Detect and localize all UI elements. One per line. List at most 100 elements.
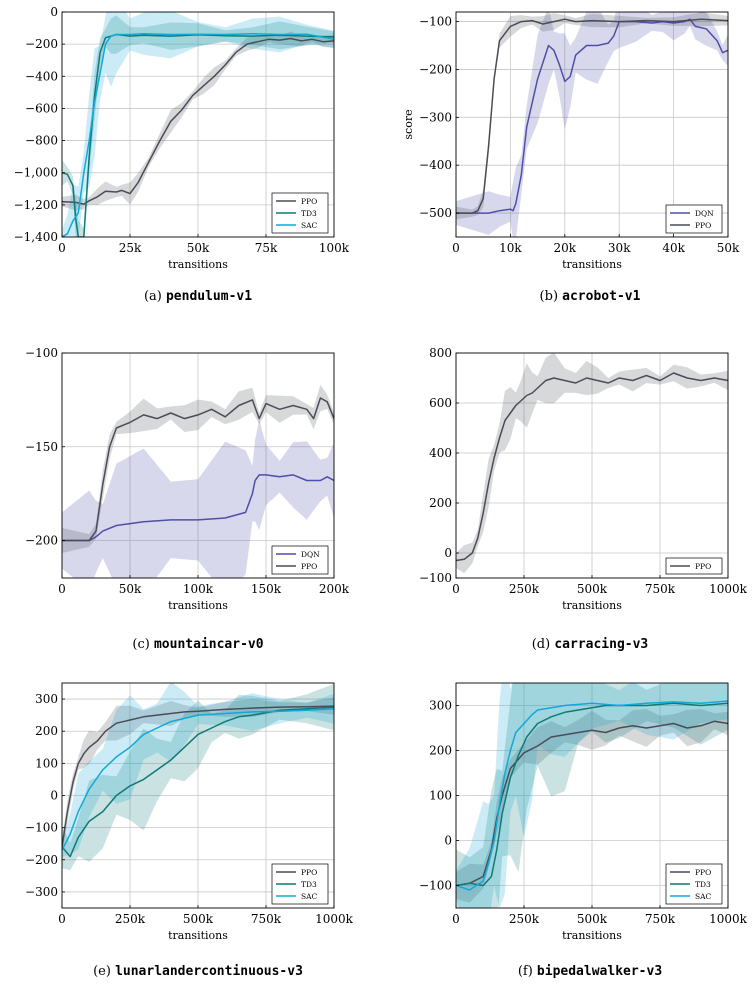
legend-label-ppo: PPO xyxy=(695,868,711,877)
x-tick-label: 250k xyxy=(115,912,146,926)
y-tick-label: −200 xyxy=(419,62,452,76)
chart-d: 0 250k 500k 750k 1000k8006004002000−100trans… xyxy=(419,346,748,652)
y-axis-label: score xyxy=(402,109,415,139)
y-tick-label: −100 xyxy=(419,15,452,29)
y-tick-label: 200 xyxy=(429,496,452,510)
y-tick-label: −200 xyxy=(25,853,58,867)
x-tick-label: 10k xyxy=(499,241,522,255)
caption-env-name: pendulum-v1 xyxy=(166,289,252,304)
legend-label-ppo: PPO xyxy=(695,562,711,571)
y-tick-label: −800 xyxy=(25,134,58,148)
series-line-dqn xyxy=(456,18,728,214)
y-tick-label: −100 xyxy=(419,879,452,893)
series-line-ppo xyxy=(62,397,334,542)
y-tick-label: −600 xyxy=(25,101,58,115)
legend-label-sac: SAC xyxy=(301,221,318,230)
legend: DQN PPO xyxy=(271,545,329,575)
y-tick-label: −300 xyxy=(25,885,58,899)
legend-label-ppo: PPO xyxy=(301,868,317,877)
x-tick-label: 0 xyxy=(452,912,460,926)
caption-c: (c) mountaincar-v0 xyxy=(132,637,263,652)
series-line-sac xyxy=(62,707,334,851)
legend-box xyxy=(665,204,723,234)
caption-label: (e) xyxy=(93,964,115,979)
chart-b: 0 10k 20k 30k 40k 50k −100 −200 −300 −400 −500 tran… xyxy=(402,11,740,304)
y-tick-label: 200 xyxy=(35,724,58,738)
y-tick-label: −400 xyxy=(25,69,58,83)
y-tick-label: 0 xyxy=(444,546,452,560)
caption-env-name: acrobot-v1 xyxy=(562,289,640,304)
series-line-td3 xyxy=(456,702,728,887)
x-tick-label: 750k xyxy=(251,912,282,926)
plot-area-e xyxy=(62,683,334,871)
legend-label-ppo: PPO xyxy=(695,221,711,230)
x-tick-label: 500k xyxy=(183,912,214,926)
x-axis-label: transitions xyxy=(562,258,622,271)
caption-env-name: bipedalwalker-v3 xyxy=(537,964,662,979)
y-tick-label: −100 xyxy=(419,571,452,585)
caption-env-name: lunarlandercontinuous-v3 xyxy=(115,964,303,979)
x-axis-label: transitions xyxy=(168,929,228,942)
y-tick-label: 300 xyxy=(35,692,58,706)
caption-env-name: carracing-v3 xyxy=(554,637,648,652)
legend-label-td3: TD3 xyxy=(695,880,711,889)
series-line-sac xyxy=(456,700,728,891)
y-tick-label: 800 xyxy=(429,346,452,360)
y-tick-label: −1,200 xyxy=(14,198,58,212)
y-tick-label: 0 xyxy=(50,789,58,803)
x-tick-label: 100k xyxy=(319,241,350,255)
x-tick-label: 30k xyxy=(608,241,631,255)
plot-frame xyxy=(455,11,729,238)
y-tick-label: 0 xyxy=(50,5,58,19)
x-tick-label: 1000k xyxy=(709,582,748,596)
y-tick-label: 400 xyxy=(429,446,452,460)
band-dqn xyxy=(62,419,334,578)
chart-f: 0 250k 500k 750k 1000k 300 200 100 0 −100 transiti… xyxy=(419,682,748,979)
x-tick-label: 250k xyxy=(509,582,540,596)
y-tick-label: −200 xyxy=(25,534,58,548)
x-tick-label: 500k xyxy=(577,582,608,596)
legend-label-ppo: PPO xyxy=(301,562,317,571)
band-ppo xyxy=(456,353,728,574)
y-tick-label: 200 xyxy=(429,744,452,758)
x-tick-label: 750k xyxy=(645,582,676,596)
band-td3 xyxy=(456,683,728,908)
x-tick-label: 0 xyxy=(58,582,66,596)
legend-box xyxy=(665,557,723,575)
x-tick-label: 40k xyxy=(662,241,685,255)
legend: PPO xyxy=(665,557,723,575)
band-ppo xyxy=(62,384,334,554)
band-dqn xyxy=(456,12,728,237)
caption-d: (d) carracing-v3 xyxy=(532,637,649,652)
y-tick-label: 100 xyxy=(35,756,58,770)
x-tick-label: 500k xyxy=(577,912,608,926)
legend-label-td3: TD3 xyxy=(301,880,317,889)
x-axis-label: transitions xyxy=(562,929,622,942)
y-tick-label: −400 xyxy=(419,158,452,172)
x-tick-label: 1000k xyxy=(709,912,748,926)
series-line-sac xyxy=(62,32,334,237)
legend: DQN PPO xyxy=(665,204,723,234)
band-td3 xyxy=(62,683,334,871)
x-tick-label: 0 xyxy=(452,241,460,255)
chart-a: 0 25k 50k 75k 100k 0 −200 −400 −600 −800 −1,000 −1,… xyxy=(14,5,350,304)
x-tick-label: 750k xyxy=(645,912,676,926)
x-tick-label: 25k xyxy=(119,241,142,255)
y-tick-label: −300 xyxy=(419,110,452,124)
legend-label-dqn: DQN xyxy=(695,209,714,218)
x-tick-label: 20k xyxy=(554,241,577,255)
x-axis-label: transitions xyxy=(562,599,622,612)
y-tick-label: −500 xyxy=(419,206,452,220)
chart-e: 0 250k 500k 750k 1000k 300 200 100 0 −100 −200 −300… xyxy=(25,682,354,979)
x-tick-label: 50k xyxy=(119,582,142,596)
series-line-td3 xyxy=(62,706,334,858)
plot-area-b xyxy=(456,12,728,237)
x-tick-label: 0 xyxy=(58,241,66,255)
caption-label: (a) xyxy=(144,289,166,304)
x-tick-label: 200k xyxy=(319,582,350,596)
legend-label-sac: SAC xyxy=(695,892,712,901)
x-axis-label: transitions xyxy=(168,258,228,271)
legend: PPO TD3 SAC xyxy=(665,863,723,905)
legend-label-td3: TD3 xyxy=(301,209,317,218)
x-tick-label: 0 xyxy=(58,912,66,926)
